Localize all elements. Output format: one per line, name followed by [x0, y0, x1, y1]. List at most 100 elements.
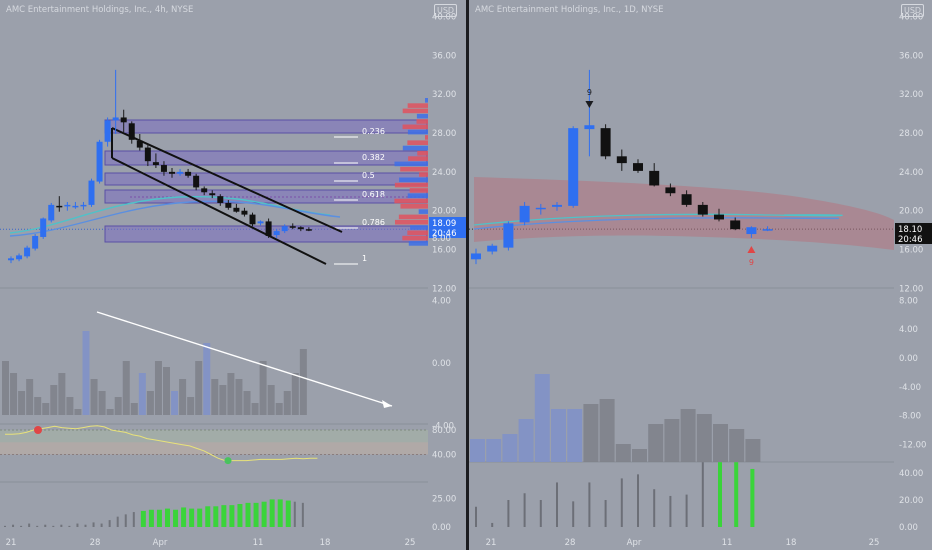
td-count-top: 9	[587, 88, 592, 97]
candle-body-24	[201, 188, 208, 193]
histogram-bar-7	[58, 373, 66, 415]
volume-bar-30	[245, 502, 251, 527]
histogram-bar-23	[187, 397, 195, 415]
volume-bar-2	[20, 525, 23, 527]
volume-axis-label-0: 40.00	[899, 469, 923, 479]
histogram-bar-22	[179, 379, 187, 415]
candle-body-32	[265, 221, 272, 236]
price-axis-label-3: 32.00	[432, 90, 456, 100]
volume-profile-bar-4	[416, 119, 428, 124]
volume-profile-bar-21	[418, 209, 428, 214]
histogram-bar-14	[114, 397, 122, 415]
volume-bar-19	[156, 509, 162, 527]
candle-body-33	[273, 231, 280, 236]
last-price-tag	[895, 223, 932, 244]
candle-body-4	[535, 207, 546, 210]
candle-body-3	[519, 205, 530, 223]
candle-body-26	[217, 196, 224, 203]
osc-axis-label-1: 4.00	[899, 325, 918, 335]
histogram-bar-33	[267, 385, 275, 415]
rsi-axis-label-1: 40.00	[432, 451, 456, 461]
candle-body-9	[616, 156, 627, 164]
price-axis-label-1: 40.00	[432, 12, 456, 22]
candle-body-2	[24, 247, 31, 257]
volume-profile-bar-2	[402, 108, 428, 114]
candle-body-36	[297, 227, 304, 230]
volume-bar-8	[604, 500, 607, 527]
fib-label-4: 0.786	[362, 218, 385, 227]
volume-bar-22	[181, 507, 187, 527]
volume-bar-9	[76, 523, 79, 527]
fib-label-5: 1	[362, 254, 367, 263]
volume-bar-23	[189, 508, 195, 527]
volume-bar-33	[269, 499, 275, 527]
volume-bar-29	[237, 504, 243, 527]
volume-bar-15	[718, 462, 722, 527]
left-chart-panel[interactable]: 0.2360.3820.50.6180.786144.0040.0036.003…	[0, 0, 466, 550]
candle-body-6	[568, 128, 579, 206]
volume-profile-bar-19	[394, 198, 428, 204]
volume-bar-36	[293, 501, 296, 527]
osc-axis-label-1: 4.00	[432, 297, 451, 307]
histogram-bar-9	[615, 444, 631, 462]
volume-bar-25	[205, 506, 211, 527]
volume-profile-bar-27	[408, 241, 428, 246]
rsi-lower-band	[0, 442, 428, 455]
right-currency-badge[interactable]: USD	[901, 4, 925, 17]
volume-profile-bar-3	[416, 113, 428, 119]
histogram-bar-19	[154, 361, 162, 415]
volume-bar-16	[132, 512, 135, 527]
volume-profile-bar-10	[417, 151, 428, 156]
candle-body-19	[160, 165, 167, 172]
histogram-bar-29	[235, 379, 243, 415]
histogram-bar-13	[680, 409, 696, 462]
candle-body-9	[80, 204, 87, 207]
histogram-bar-11	[90, 379, 98, 415]
candle-body-25	[209, 193, 216, 196]
right-chart-canvas[interactable]: 9944.0040.0036.0032.0028.0024.0020.0016.…	[469, 0, 932, 550]
volume-profile-bar-0	[425, 98, 428, 103]
volume-profile-bar-18	[407, 193, 428, 198]
volume-profile-bar-12	[394, 161, 428, 167]
volume-profile-bar-22	[398, 214, 428, 220]
candle-body-2	[503, 223, 514, 248]
volume-bar-7	[60, 524, 63, 527]
volume-profile-bar-5	[402, 124, 428, 130]
left-currency-badge[interactable]: USD	[434, 4, 458, 17]
right-chart-title: AMC Entertainment Holdings, Inc., 1D, NY…	[475, 5, 664, 15]
histogram-bar-1	[486, 439, 502, 462]
volume-bar-17	[140, 510, 146, 527]
volume-bar-11	[653, 489, 656, 527]
candle-body-5	[48, 204, 55, 221]
time-axis-label-2: Apr	[153, 538, 168, 548]
panel-divider[interactable]	[466, 0, 469, 550]
right-chart-panel[interactable]: 9944.0040.0036.0032.0028.0024.0020.0016.…	[469, 0, 932, 550]
volume-profile-bar-9	[402, 145, 428, 151]
candle-body-1	[487, 245, 498, 252]
time-axis-label-1: 28	[565, 538, 576, 548]
candle-body-13	[681, 194, 692, 205]
histogram-bar-1	[10, 373, 18, 415]
td-count-bottom: 9	[749, 258, 754, 267]
left-chart-canvas[interactable]: 0.2360.3820.50.6180.786144.0040.0036.003…	[0, 0, 466, 550]
histogram-bar-21	[171, 391, 179, 415]
indicator-cloud	[474, 177, 894, 250]
candle-body-5	[552, 204, 562, 207]
volume-profile-bar-16	[394, 182, 428, 188]
volume-profile-bar-23	[395, 219, 428, 225]
volume-profile-bar-14	[419, 172, 428, 177]
volume-profile-bar-26	[402, 235, 428, 241]
histogram-bar-18	[146, 391, 154, 415]
volume-bar-28	[229, 505, 235, 527]
candle-body-12	[104, 120, 111, 142]
candle-body-6	[56, 205, 63, 208]
histogram-bar-24	[195, 361, 203, 415]
td-sell-arrow	[585, 101, 594, 108]
candle-body-4	[40, 218, 47, 237]
price-axis-label-7: 16.00	[899, 246, 923, 256]
volume-bar-0	[475, 506, 477, 527]
volume-bar-20	[165, 508, 170, 527]
candle-body-35	[289, 226, 296, 228]
histogram-bar-27	[219, 385, 227, 415]
candle-body-7	[64, 204, 71, 207]
